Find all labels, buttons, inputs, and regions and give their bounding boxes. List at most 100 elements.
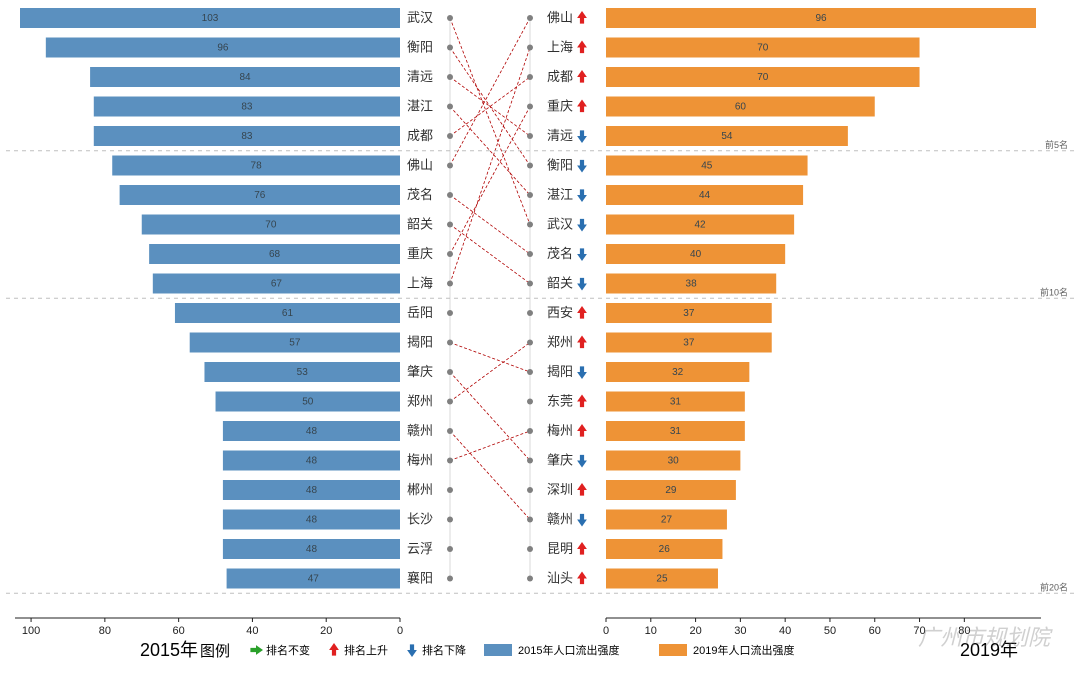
right-city-label: 肇庆 xyxy=(547,453,573,468)
up-arrow-icon xyxy=(577,41,587,54)
left-axis-label: 60 xyxy=(173,625,185,637)
left-rank-dot xyxy=(447,222,453,228)
left-city-label: 郑州 xyxy=(407,394,433,409)
left-city-label: 湛江 xyxy=(407,99,433,114)
up-arrow-icon xyxy=(577,306,587,319)
right-rank-dot xyxy=(527,192,533,198)
right-city-label: 揭阳 xyxy=(547,364,573,379)
right-city-label: 武汉 xyxy=(547,217,573,232)
right-city-label: 重庆 xyxy=(547,99,573,114)
right-bar-value: 45 xyxy=(701,161,713,172)
left-rank-dot xyxy=(447,340,453,346)
right-rank-dot xyxy=(527,517,533,523)
down-arrow-icon xyxy=(407,644,417,657)
down-arrow-icon xyxy=(577,160,587,173)
right-axis-label: 30 xyxy=(734,625,746,637)
up-arrow-icon xyxy=(577,336,587,349)
right-bar-value: 37 xyxy=(683,338,695,349)
rank-connector xyxy=(450,18,530,225)
right-city-label: 茂名 xyxy=(547,246,573,261)
left-bar-value: 83 xyxy=(241,131,253,142)
left-bar-value: 48 xyxy=(306,544,318,555)
right-axis-label: 10 xyxy=(645,625,657,637)
left-rank-dot xyxy=(447,458,453,464)
left-bar-value: 78 xyxy=(251,161,263,172)
legend-item-label: 2019年人口流出强度 xyxy=(693,643,794,657)
rank-connector xyxy=(450,107,530,255)
left-bar-value: 50 xyxy=(302,397,314,408)
left-rank-dot xyxy=(447,487,453,493)
left-rank-dot xyxy=(447,251,453,257)
left-city-label: 岳阳 xyxy=(407,305,433,320)
left-city-label: 云浮 xyxy=(407,541,433,556)
left-rank-dot xyxy=(447,576,453,582)
left-bar-value: 48 xyxy=(306,456,318,467)
up-arrow-icon xyxy=(577,483,587,496)
right-rank-dot xyxy=(527,45,533,51)
left-bar-value: 53 xyxy=(297,367,309,378)
same-arrow-icon xyxy=(250,645,263,655)
right-bar-value: 54 xyxy=(721,131,733,142)
left-bar-value: 48 xyxy=(306,485,318,496)
right-rank-dot xyxy=(527,310,533,316)
left-bar-value: 70 xyxy=(265,220,277,231)
right-bar-value: 42 xyxy=(695,220,707,231)
right-rank-dot xyxy=(527,15,533,21)
watermark: 广州市规划院 xyxy=(918,625,1053,650)
left-bar-value: 68 xyxy=(269,249,281,260)
left-rank-dot xyxy=(447,399,453,405)
right-bar-value: 29 xyxy=(665,485,677,496)
left-city-label: 肇庆 xyxy=(407,364,433,379)
legend-item-label: 排名下降 xyxy=(422,643,466,657)
left-city-label: 武汉 xyxy=(407,10,433,25)
right-city-label: 东莞 xyxy=(547,394,573,409)
right-axis-label: 0 xyxy=(603,625,609,637)
left-bar-value: 76 xyxy=(254,190,266,201)
left-bar-value: 67 xyxy=(271,279,283,290)
right-axis-label: 50 xyxy=(824,625,836,637)
right-rank-dot xyxy=(527,163,533,169)
right-rank-dot xyxy=(527,74,533,80)
right-bar-value: 31 xyxy=(670,397,682,408)
right-bar-value: 30 xyxy=(668,456,680,467)
rank-connector xyxy=(450,431,530,520)
left-rank-dot xyxy=(447,192,453,198)
left-bar-value: 48 xyxy=(306,426,318,437)
right-rank-dot xyxy=(527,281,533,287)
right-rank-dot xyxy=(527,399,533,405)
legend-item-label: 排名上升 xyxy=(344,643,388,657)
right-rank-dot xyxy=(527,487,533,493)
left-city-label: 上海 xyxy=(407,276,433,291)
up-arrow-icon xyxy=(577,70,587,83)
right-bar-value: 70 xyxy=(757,72,769,83)
left-axis-label: 0 xyxy=(397,625,403,637)
down-arrow-icon xyxy=(577,130,587,143)
right-city-label: 清远 xyxy=(547,128,573,143)
rank-connector xyxy=(450,48,530,166)
down-arrow-icon xyxy=(577,219,587,232)
right-bar-value: 40 xyxy=(690,249,702,260)
right-rank-dot xyxy=(527,428,533,434)
down-arrow-icon xyxy=(577,248,587,261)
left-axis-label: 20 xyxy=(320,625,332,637)
left-city-label: 佛山 xyxy=(407,158,433,173)
left-axis-label: 100 xyxy=(22,625,40,637)
divider-label: 前20名 xyxy=(1040,581,1068,592)
left-axis-label: 80 xyxy=(99,625,111,637)
rank-connector xyxy=(450,48,530,284)
left-bar-value: 57 xyxy=(289,338,301,349)
rank-connector xyxy=(450,195,530,254)
rank-connector xyxy=(450,18,530,166)
up-arrow-icon xyxy=(577,100,587,113)
left-city-label: 赣州 xyxy=(407,423,433,438)
ranking-slope-chart: 103武汉96衡阳84清远83湛江83成都78佛山76茂名70韶关68重庆67上… xyxy=(0,0,1080,675)
left-city-label: 重庆 xyxy=(407,246,433,261)
left-rank-dot xyxy=(447,428,453,434)
rank-connector xyxy=(450,372,530,461)
left-city-label: 揭阳 xyxy=(407,335,433,350)
left-bar-value: 96 xyxy=(217,43,229,54)
right-bar-value: 32 xyxy=(672,367,684,378)
divider-label: 前5名 xyxy=(1045,139,1068,150)
right-city-label: 昆明 xyxy=(547,541,573,556)
right-city-label: 郑州 xyxy=(547,335,573,350)
